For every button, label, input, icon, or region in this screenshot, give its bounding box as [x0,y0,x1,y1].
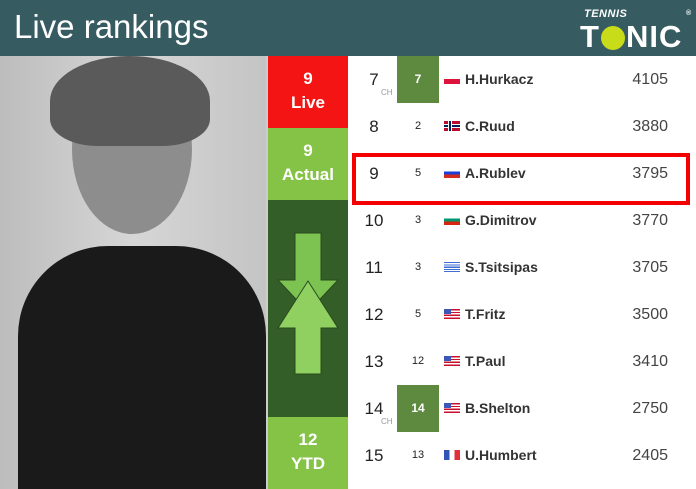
best-rank: 14 [397,385,439,432]
norway-flag-icon [444,121,460,131]
ranking-row[interactable]: 12 5 T.Fritz 3500 [348,291,696,338]
player-name[interactable]: B.Shelton [465,400,531,416]
best-rank: 7 [397,56,439,103]
rank: 11 [365,258,383,277]
points: 3880 [632,118,668,135]
player-hoodie [18,246,266,489]
player-name[interactable]: U.Humbert [465,447,537,463]
live-rank-box: 9 Live [268,56,348,128]
rank: 14 [364,399,384,418]
header: Live rankings TENNIS T NIC ® [0,0,696,56]
player-name[interactable]: T.Fritz [465,306,506,322]
player-name[interactable]: T.Paul [465,353,506,369]
player-name[interactable]: G.Dimitrov [465,212,537,228]
best-rank: 5 [414,167,422,179]
points: 3500 [632,306,668,323]
rank: 9 [369,164,379,183]
ranking-row[interactable]: 15 13 U.Humbert 2405 [348,432,696,479]
usa-flag-icon [444,356,460,366]
rank: 8 [369,117,379,136]
rank: 10 [364,211,384,230]
best-rank: 2 [414,120,422,132]
points: 2405 [632,447,668,464]
rank-change-box [268,200,348,417]
career-high-label: CH [381,88,393,97]
ranking-row[interactable]: 8 2 C.Ruud 3880 [348,103,696,150]
usa-flag-icon [444,403,460,413]
ranking-row[interactable]: 14 CH 14 B.Shelton 2750 [348,385,696,432]
player-name[interactable]: S.Tsitsipas [465,259,538,275]
career-high-label: CH [381,417,393,426]
player-hair [50,56,210,146]
best-rank: 13 [411,449,425,461]
rank: 15 [364,446,384,465]
ranking-row[interactable]: 11 3 S.Tsitsipas 3705 [348,244,696,291]
best-rank: 5 [414,308,422,320]
poland-flag-icon [444,74,460,84]
ranking-row[interactable]: 10 3 G.Dimitrov 3770 [348,197,696,244]
best-rank: 12 [411,355,425,367]
usa-flag-icon [444,309,460,319]
best-rank: 3 [414,261,422,273]
russia-flag-icon [444,168,460,178]
france-flag-icon [444,450,460,460]
best-rank: 3 [414,214,422,226]
player-name[interactable]: C.Ruud [465,118,515,134]
points: 3795 [632,165,668,182]
ranking-row[interactable]: 13 12 T.Paul 3410 [348,338,696,385]
rank: 13 [364,352,384,371]
ranking-row[interactable]: 7 CH 7 H.Hurkacz 4105 [348,56,696,103]
ranking-row[interactable]: 9 5 A.Rublev 3795 [348,150,696,197]
highlighted-player-frame [352,153,690,205]
player-photo [0,56,266,489]
points: 3705 [632,259,668,276]
bulgaria-flag-icon [444,215,460,225]
divider [266,56,268,489]
player-name[interactable]: H.Hurkacz [465,71,534,87]
player-name[interactable]: A.Rublev [465,165,526,181]
points: 3770 [632,212,668,229]
greece-flag-icon [444,262,460,272]
points: 2750 [632,400,668,417]
rank: 7 [369,70,379,89]
page-title: Live rankings [14,8,209,45]
points: 4105 [632,71,668,88]
tennis-ball-icon [600,26,625,50]
rank: 12 [364,305,384,324]
points: 3410 [632,353,668,370]
actual-rank-box: 9 Actual [268,128,348,200]
up-down-arrows-icon [276,232,340,375]
ytd-rank-box: 12 YTD [268,417,348,489]
